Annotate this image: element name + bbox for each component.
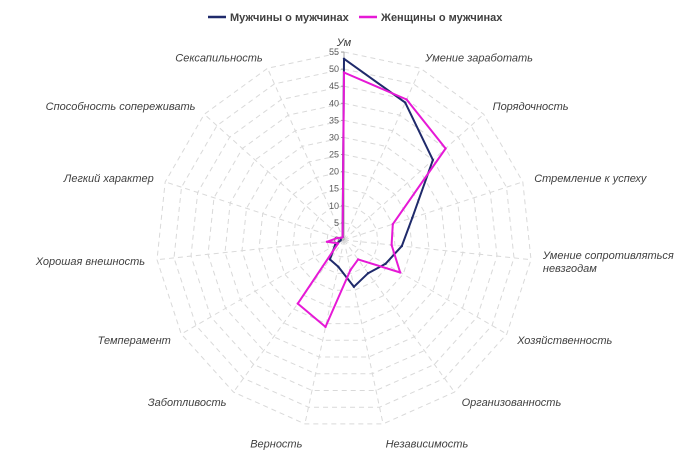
- tick-label-45: 45: [329, 81, 339, 91]
- spoke-10: [180, 239, 345, 335]
- tick-label-5: 5: [334, 218, 339, 228]
- grid-ring-40: [207, 102, 481, 375]
- grid-ring-55: [156, 51, 532, 425]
- point-s0-c0: [342, 57, 346, 60]
- point-s0-c9: [328, 258, 332, 261]
- point-s1-c14: [341, 235, 344, 239]
- grid-ring-45: [190, 85, 498, 391]
- point-s1-c4: [390, 243, 393, 247]
- point-s1-c9: [296, 302, 299, 305]
- spoke-14: [267, 68, 345, 241]
- spoke-13: [203, 113, 345, 241]
- spoke-1: [343, 68, 421, 241]
- point-s0-c8: [337, 265, 340, 268]
- point-s1-c7: [349, 268, 352, 272]
- point-s1-c5: [399, 271, 402, 274]
- point-s1-c6: [356, 258, 360, 261]
- series-line-1: [296, 71, 447, 328]
- series-line-0: [328, 57, 434, 288]
- point-s1-c8: [324, 325, 327, 329]
- tick-label-20: 20: [329, 167, 339, 177]
- grid-ring-25: [258, 153, 430, 325]
- category-label-2: Порядочность: [493, 101, 569, 113]
- tick-label-0: 0: [334, 235, 339, 245]
- category-label-5: Хозяйственность: [516, 335, 612, 347]
- spoke-11: [156, 239, 345, 261]
- category-label-4: Умение сопротивляться невзгодам: [542, 250, 674, 275]
- point-s1-c1: [405, 98, 408, 101]
- grid-ring-50: [173, 68, 515, 408]
- category-label-1: Умение заработать: [424, 52, 533, 64]
- category-label-0: Ум: [336, 37, 352, 49]
- category-label-8: Верность: [250, 439, 302, 451]
- spoke-6: [343, 239, 455, 393]
- point-s1-c12: [336, 236, 339, 240]
- point-s1-c2: [444, 147, 447, 150]
- grid-ring-35: [224, 119, 464, 358]
- spoke-8: [304, 239, 345, 425]
- tick-label-30: 30: [329, 133, 339, 143]
- point-s0-c4: [400, 244, 403, 248]
- series: [296, 57, 447, 329]
- tick-label-10: 10: [329, 201, 339, 211]
- spoke-5: [343, 239, 508, 335]
- spoke-4: [343, 239, 532, 261]
- category-label-9: Заботливость: [148, 397, 227, 409]
- point-s0-c7: [352, 285, 356, 288]
- spoke-2: [343, 113, 485, 241]
- point-s0-c2: [431, 158, 435, 162]
- grid-ring-30: [241, 136, 447, 341]
- legend-label-women: Женщины о мужчинах: [380, 12, 503, 24]
- tick-label-35: 35: [329, 115, 339, 125]
- tick-label-15: 15: [329, 184, 339, 194]
- category-label-3: Стремление к успеху: [534, 173, 648, 185]
- point-s0-c5: [384, 262, 387, 266]
- spoke-3: [343, 181, 523, 241]
- point-s0-c3: [411, 216, 414, 219]
- legend-label-men: Мужчины о мужчинах: [230, 12, 350, 24]
- point-s1-c11: [325, 240, 329, 243]
- category-label-13: Способность сопереживать: [46, 101, 196, 113]
- category-label-6: Организованность: [462, 397, 562, 409]
- point-s0-c1: [404, 101, 407, 104]
- spoke-9: [233, 239, 345, 393]
- radial-axis-ticks: 0 5 10 15 20 25 30 35 40 45 50 55: [329, 47, 345, 245]
- category-label-12: Легкий характер: [63, 173, 154, 185]
- point-s1-c3: [391, 223, 394, 226]
- legend: Мужчины о мужчинах Женщины о мужчинах: [208, 12, 503, 24]
- category-label-7: Независимость: [386, 439, 469, 451]
- tick-label-25: 25: [329, 150, 339, 160]
- tick-label-40: 40: [329, 98, 339, 108]
- category-label-11: Хорошая внешность: [35, 256, 146, 268]
- category-label-14: Сексапильность: [175, 52, 263, 64]
- point-s0-c6: [366, 272, 370, 275]
- tick-label-55: 55: [329, 47, 339, 57]
- spoke-12: [165, 181, 345, 241]
- grid-ring-20: [275, 171, 413, 308]
- category-labels: Ум Умение заработать Порядочность Стремлени…: [35, 37, 674, 451]
- category-label-10: Темперамент: [98, 335, 171, 347]
- tick-label-50: 50: [329, 64, 339, 74]
- point-s1-c10: [336, 242, 340, 245]
- point-s1-c0: [342, 71, 346, 74]
